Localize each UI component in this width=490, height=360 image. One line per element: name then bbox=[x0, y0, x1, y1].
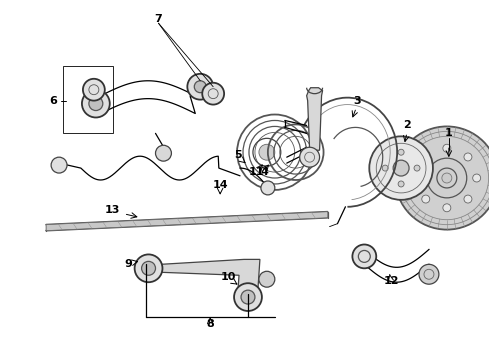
Text: 2: 2 bbox=[403, 121, 411, 130]
Text: 11: 11 bbox=[248, 167, 264, 177]
Circle shape bbox=[442, 173, 452, 183]
Circle shape bbox=[89, 96, 103, 111]
Text: 5: 5 bbox=[234, 150, 242, 160]
Circle shape bbox=[393, 160, 409, 176]
Circle shape bbox=[261, 181, 275, 195]
Text: 4: 4 bbox=[261, 167, 269, 177]
Text: 7: 7 bbox=[155, 14, 162, 24]
Text: 14: 14 bbox=[212, 180, 228, 190]
Circle shape bbox=[382, 165, 388, 171]
Circle shape bbox=[473, 174, 481, 182]
Circle shape bbox=[259, 271, 275, 287]
Circle shape bbox=[195, 81, 206, 93]
Circle shape bbox=[83, 79, 105, 100]
Circle shape bbox=[414, 165, 420, 171]
Circle shape bbox=[422, 153, 430, 161]
Circle shape bbox=[135, 255, 163, 282]
Circle shape bbox=[142, 261, 155, 275]
Circle shape bbox=[395, 126, 490, 230]
Circle shape bbox=[464, 195, 472, 203]
Text: 13: 13 bbox=[105, 205, 121, 215]
Circle shape bbox=[82, 90, 110, 117]
Text: 12: 12 bbox=[383, 276, 399, 286]
Polygon shape bbox=[161, 260, 260, 289]
Circle shape bbox=[241, 290, 255, 304]
Bar bbox=[63, 66, 113, 133]
Polygon shape bbox=[307, 88, 322, 150]
Circle shape bbox=[398, 181, 404, 187]
Circle shape bbox=[443, 144, 451, 152]
Text: 1: 1 bbox=[445, 129, 453, 138]
Circle shape bbox=[369, 136, 433, 200]
Circle shape bbox=[259, 144, 275, 160]
Text: 3: 3 bbox=[354, 96, 361, 105]
Polygon shape bbox=[46, 212, 327, 231]
Text: 9: 9 bbox=[125, 259, 133, 269]
Circle shape bbox=[234, 283, 262, 311]
Circle shape bbox=[422, 195, 430, 203]
Circle shape bbox=[419, 264, 439, 284]
Circle shape bbox=[398, 149, 404, 155]
Circle shape bbox=[155, 145, 172, 161]
Text: 6: 6 bbox=[49, 96, 57, 105]
Text: 10: 10 bbox=[220, 272, 236, 282]
Circle shape bbox=[443, 204, 451, 212]
Circle shape bbox=[187, 74, 213, 100]
Circle shape bbox=[413, 174, 421, 182]
Circle shape bbox=[51, 157, 67, 173]
Circle shape bbox=[202, 83, 224, 105]
Circle shape bbox=[300, 147, 319, 167]
Circle shape bbox=[352, 244, 376, 268]
Circle shape bbox=[464, 153, 472, 161]
Text: 8: 8 bbox=[206, 319, 214, 329]
